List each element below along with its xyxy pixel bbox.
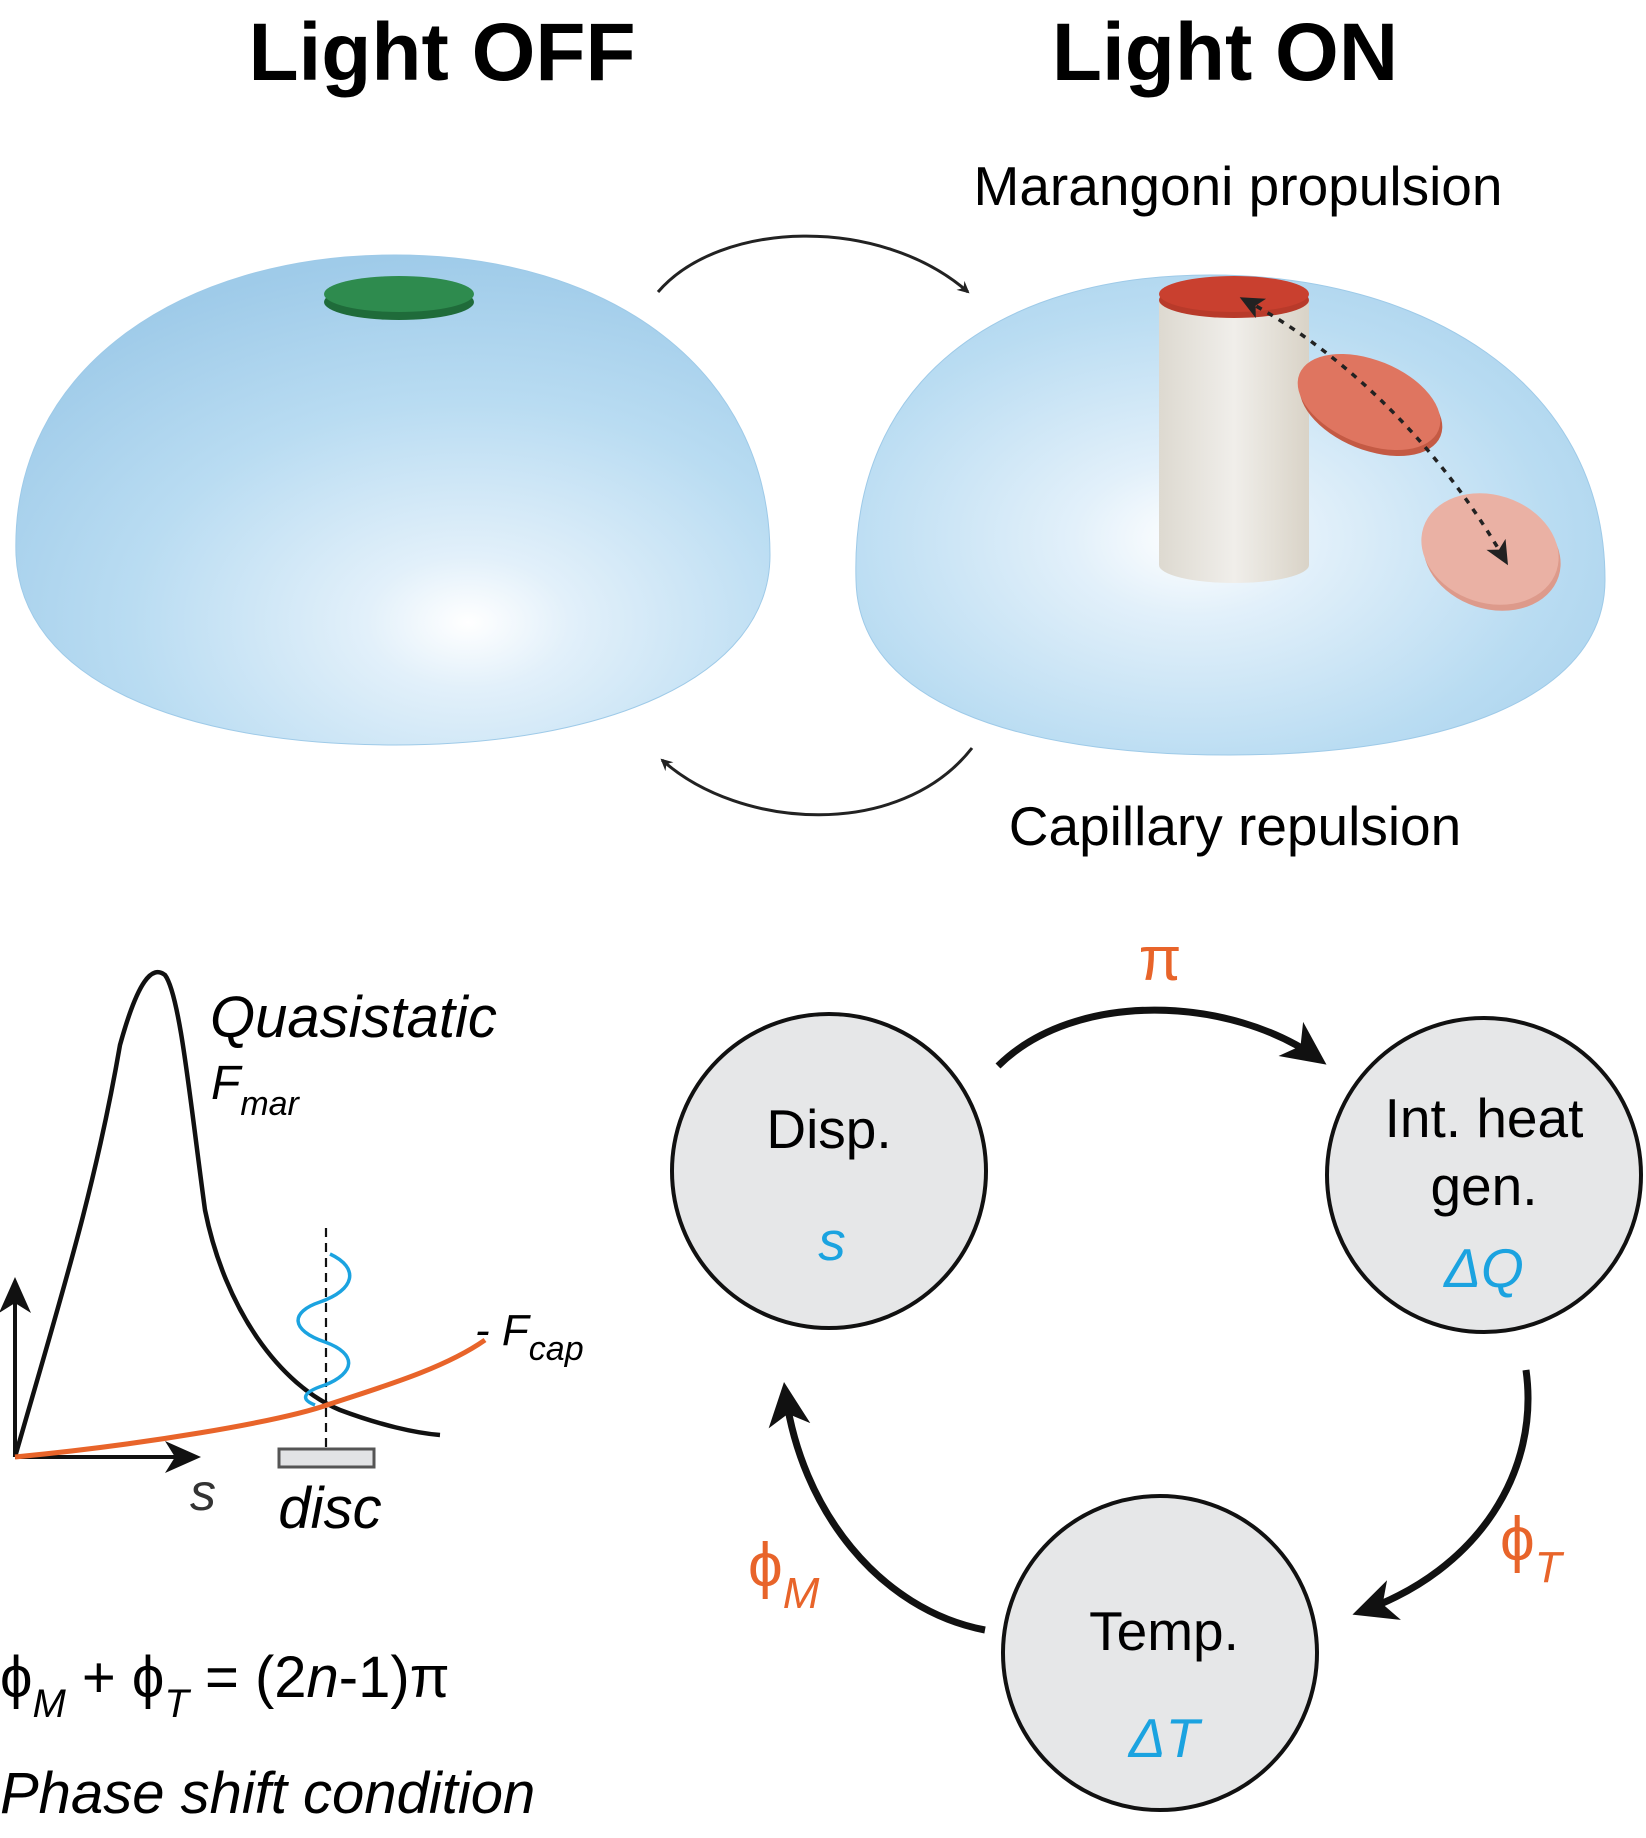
node-temperature-label: Temp. (1089, 1600, 1239, 1662)
edge-label-pi: π (1139, 925, 1182, 994)
node-heat-var: ΔQ (1442, 1237, 1524, 1299)
oscillation-arrow (1239, 297, 1508, 566)
edge-temperature-to-displacement (768, 1382, 986, 1634)
phase-shift-caption: Phase shift condition (0, 1761, 535, 1826)
feedback-cycle: Disp. s Int. heat gen. ΔQ Temp. ΔT π ϕT … (670, 925, 1643, 1812)
droplet-light-off (15, 254, 771, 746)
marangoni-arrow (656, 234, 970, 294)
title-light-on: Light ON (1052, 7, 1398, 98)
quasistatic-plot: Quasistatic Fmar - Fcap s disc (0, 969, 584, 1541)
node-displacement (670, 1012, 988, 1330)
label-f-mar: Fmar (211, 1057, 301, 1123)
label-marangoni-propulsion: Marangoni propulsion (974, 155, 1503, 217)
node-displacement-label: Disp. (766, 1098, 891, 1160)
f-mar-curve (12, 969, 441, 1458)
node-heat-label-1: Int. heat (1385, 1087, 1584, 1149)
label-f-cap: - Fcap (475, 1306, 584, 1368)
label-capillary-repulsion: Capillary repulsion (1009, 795, 1461, 857)
capillary-arrow (660, 747, 974, 817)
label-quasistatic: Quasistatic (210, 985, 497, 1050)
edge-displacement-to-heat (995, 1006, 1327, 1069)
oscillation-wave (296, 1252, 352, 1407)
edge-label-phi-m: ϕM (748, 1531, 820, 1618)
node-temperature-var: ΔT (1127, 1707, 1203, 1769)
phase-shift-equation: ϕM + ϕT = (2n-1)π (0, 1645, 450, 1726)
light-beam-cylinder (1159, 276, 1309, 583)
title-light-off: Light OFF (248, 7, 635, 98)
edge-label-phi-t: ϕT (1500, 1505, 1565, 1592)
edge-heat-to-temperature (1352, 1369, 1532, 1620)
disc-green (324, 276, 474, 320)
node-heat-label-2: gen. (1430, 1155, 1537, 1217)
label-disc: disc (278, 1476, 381, 1541)
node-temperature (1001, 1494, 1319, 1812)
node-displacement-var: s (818, 1210, 846, 1272)
node-heat-generation (1325, 1016, 1643, 1334)
disc-marker (277, 1447, 376, 1469)
label-x-axis-s: s (190, 1464, 216, 1522)
f-cap-curve (14, 1337, 487, 1460)
